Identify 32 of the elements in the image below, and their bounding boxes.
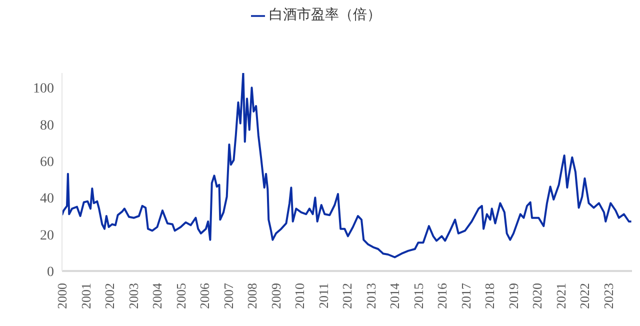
x-tick-label: 2009 [268,283,284,309]
x-tick-label: 2019 [506,283,521,309]
x-tick-label: 2007 [220,282,236,309]
x-tick-label: 2011 [316,283,331,309]
y-tick-label: 20 [40,228,54,244]
x-tick-label: 2008 [244,283,260,309]
legend-label: 白酒市盈率（倍） [269,8,381,23]
x-tick-label: 2001 [78,283,94,309]
y-tick-label: 60 [40,154,54,170]
x-tick-label: 2020 [530,283,544,309]
y-tick-label: 40 [40,192,54,207]
x-tick-label: 2010 [292,283,307,309]
x-tick-label: 2017 [458,282,474,309]
x-tick-label: 2004 [150,282,164,309]
x-tick-label: 2002 [102,283,117,309]
y-tick-label: 0 [47,264,54,280]
x-tick-label: 2006 [197,282,212,309]
y-tick-label: 80 [40,118,54,134]
x-tick-label: 2013 [363,283,378,309]
x-tick-label: 2014 [387,282,402,309]
x-tick-label: 2022 [577,283,592,309]
x-tick-label: 2005 [173,283,188,309]
x-tick-label: 2018 [482,283,497,309]
x-tick-label: 2003 [126,283,141,309]
x-tick-label: 2015 [410,283,426,309]
line-series [62,73,632,258]
x-tick-label: 2012 [340,283,354,309]
x-tick-label: 2016 [434,282,450,309]
x-tick-label: 2023 [600,283,616,309]
y-tick-label: 100 [33,82,54,97]
x-tick-label: 2021 [553,283,568,309]
x-tick-label: 2000 [54,283,70,309]
